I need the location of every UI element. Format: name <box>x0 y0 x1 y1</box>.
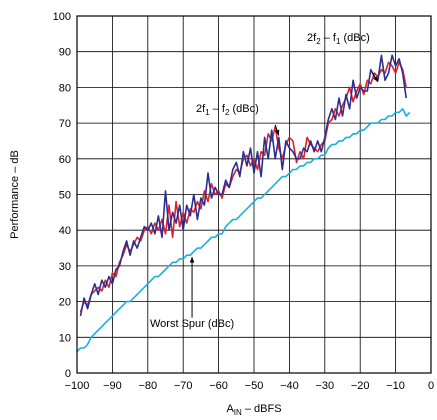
y-tick-label: 20 <box>59 297 71 309</box>
annotation-2f2-minus-f1: 2f2 – f1 (dBc) <box>307 32 370 46</box>
y-tick-label: 100 <box>53 11 71 23</box>
annotation-2f1-minus-f2: 2f1 – f2 (dBc) <box>196 103 259 117</box>
x-tick-label: −10 <box>386 380 405 392</box>
y-tick-label: 30 <box>59 261 71 273</box>
x-tick-label: 0 <box>428 380 434 392</box>
tick-labels: −100 −90 −80 −70 −60 −50 −40 −30 −20 −10 001020304… <box>53 11 434 392</box>
y-tick-label: 80 <box>59 82 71 94</box>
y-tick-label: 60 <box>59 154 71 166</box>
x-tick-label: −20 <box>351 380 370 392</box>
series-line-two_f1_minus_f2 <box>79 61 407 313</box>
x-tick-label: −100 <box>65 380 90 392</box>
x-tick-label: −90 <box>103 380 122 392</box>
x-tick-label: −50 <box>245 380 264 392</box>
x-axis-label: AIN – dBFS <box>226 403 281 417</box>
series-line-worst_spur <box>76 108 411 353</box>
y-tick-label: 50 <box>59 190 71 202</box>
y-tick-label: 40 <box>59 225 71 237</box>
grid <box>76 15 432 374</box>
arrow-2f1-minus-f2-head <box>274 129 280 136</box>
y-tick-label: 0 <box>65 368 71 380</box>
y-tick-label: 70 <box>59 118 71 130</box>
arrow-2f2-minus-f1-head <box>373 76 378 83</box>
x-tick-label: −30 <box>315 380 334 392</box>
arrow-worst-spur-head <box>189 256 195 263</box>
annotations: 2f2 – f1 (dBc) 2f1 – f2 (dBc) Worst Spur (… <box>150 32 379 330</box>
plot-frame <box>76 15 432 374</box>
x-tick-label: −60 <box>209 380 228 392</box>
y-tick-label: 10 <box>59 332 71 344</box>
series-lines <box>76 54 411 353</box>
x-tick-label: −70 <box>174 380 193 392</box>
x-tick-label: −40 <box>280 380 299 392</box>
series-line-two_f2_minus_f1 <box>79 54 407 317</box>
annotation-worst-spur: Worst Spur (dBc) <box>150 318 234 330</box>
x-tick-label: −80 <box>138 380 157 392</box>
y-tick-label: 90 <box>59 47 71 59</box>
y-axis-label: Performance – dB <box>9 150 21 239</box>
